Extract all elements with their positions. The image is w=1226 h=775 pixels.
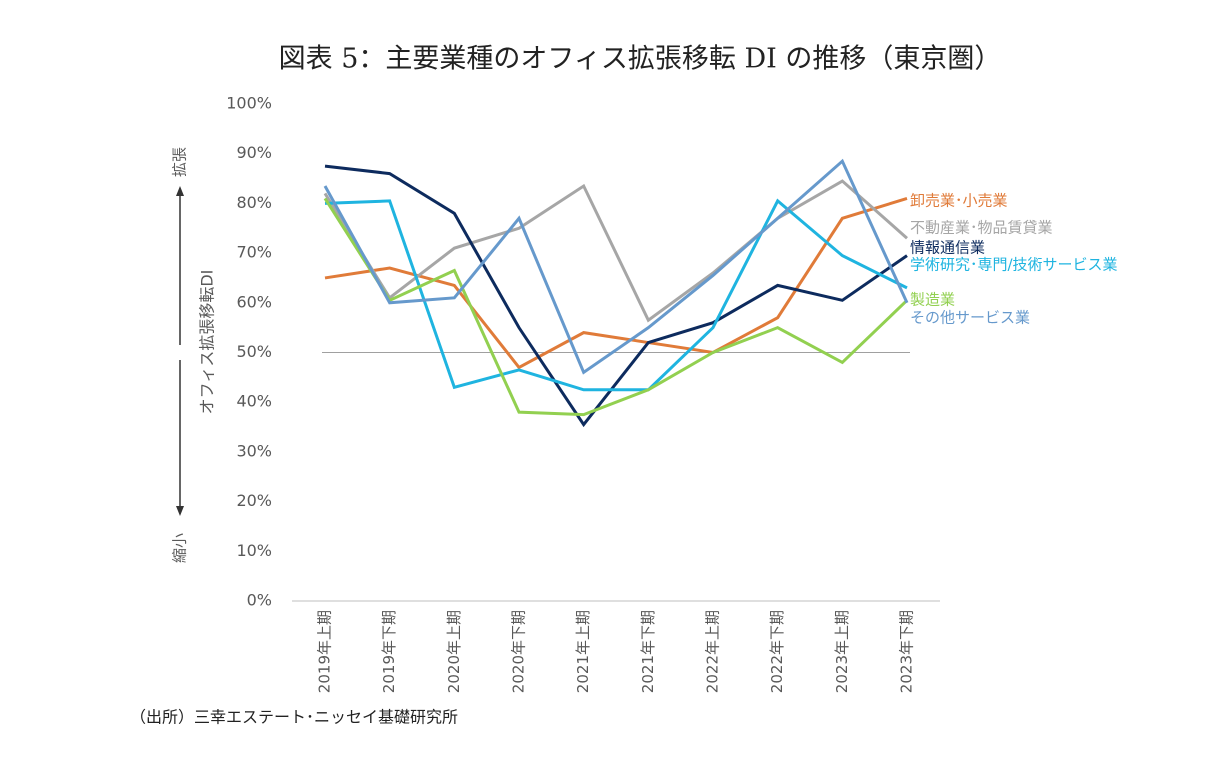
y-axis-label: オフィス拡張移転DI [198,270,217,415]
x-tick-label: 2022年上期 [704,610,722,693]
legend-label: 学術研究･専門/技術サービス業 [910,256,1118,274]
series-line [324,198,908,392]
y-tick-label: 20% [236,491,272,510]
source-note: （出所）三幸エステート･ニッセイ基礎研究所 [130,708,458,727]
series-line [323,197,909,417]
x-tick-label: 2022年下期 [768,610,786,693]
legend-label: 製造業 [910,291,955,309]
series-line [323,158,909,375]
y-bottom-note: 縮小 [171,533,189,563]
x-tick-label: 2023年下期 [898,610,916,693]
x-tick-label: 2020年上期 [445,610,463,693]
x-tick-label: 2019年下期 [380,610,398,693]
y-top-note: 拡張 [171,147,189,177]
y-tick-label: 30% [236,441,272,460]
legend-label: 情報通信業 [910,239,985,257]
series-line [324,196,908,370]
x-tick-label: 2020年下期 [510,610,528,693]
x-tick-label: 2021年下期 [639,610,657,693]
x-tick-label: 2023年上期 [833,610,851,693]
y-tick-label: 50% [236,342,272,361]
chart-title: 図表 5：主要業種のオフィス拡張移転 DI の推移（東京圏） [279,44,1002,75]
legend-label: その他サービス業 [910,309,1030,327]
y-tick-label: 90% [236,143,272,162]
y-tick-label: 40% [236,392,272,411]
y-tick-label: 80% [236,193,272,212]
y-tick-label: 60% [236,292,272,311]
series-line [323,179,908,323]
y-tick-label: 10% [236,541,272,560]
y-tick-label: 0% [247,591,272,610]
y-tick-label: 100% [226,94,272,113]
x-tick-label: 2019年上期 [316,610,334,693]
x-tick-label: 2021年上期 [574,610,592,693]
series-line [324,164,908,428]
legend-label: 不動産業･物品賃貸業 [910,219,1053,237]
arrow-head [176,506,184,516]
legend-label: 卸売業･小売業 [910,192,1008,210]
y-tick-label: 70% [236,243,272,262]
arrow-head [176,186,184,196]
